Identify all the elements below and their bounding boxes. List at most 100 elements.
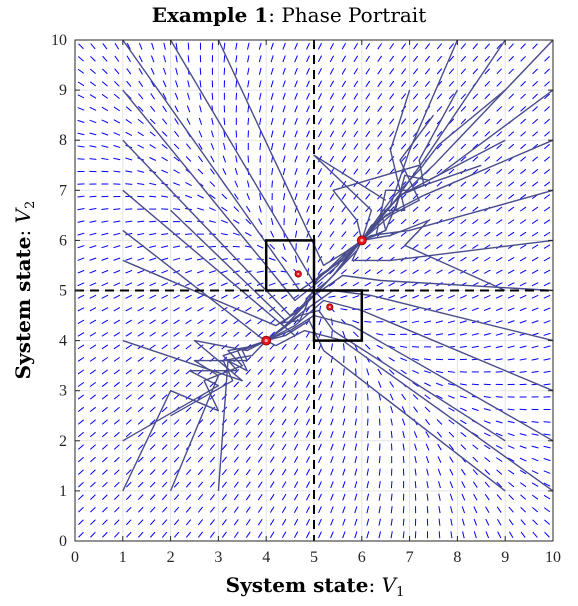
vector-arrow xyxy=(125,220,133,223)
vector-arrow xyxy=(137,257,145,261)
vector-arrow xyxy=(209,307,216,312)
vector-arrow xyxy=(448,294,455,299)
vector-arrow xyxy=(317,230,323,238)
vector-arrow xyxy=(270,80,274,88)
vector-arrow xyxy=(77,145,85,148)
vector-arrow xyxy=(137,356,144,362)
vector-arrow xyxy=(173,531,180,538)
vector-arrow xyxy=(485,518,490,526)
vector-arrow xyxy=(354,531,358,539)
vector-arrow xyxy=(306,105,310,113)
vector-arrow xyxy=(137,469,144,475)
vector-arrow xyxy=(281,443,287,451)
vector-arrow xyxy=(496,168,503,175)
vector-arrow xyxy=(378,518,381,526)
vector-arrow xyxy=(305,368,311,376)
vector-arrow xyxy=(353,80,359,88)
vector-arrow xyxy=(161,419,168,425)
vector-arrow xyxy=(77,207,85,211)
vector-arrow xyxy=(77,107,85,111)
vector-arrow xyxy=(341,130,347,138)
vector-arrow xyxy=(306,92,310,100)
vector-arrow xyxy=(247,67,250,75)
vector-arrow xyxy=(424,118,431,125)
vector-arrow xyxy=(519,320,527,324)
vector-arrow xyxy=(113,245,121,249)
vector-arrow xyxy=(77,444,84,450)
vector-arrow xyxy=(77,257,85,261)
vector-arrow xyxy=(496,494,502,501)
vector-arrow xyxy=(388,193,395,200)
vector-arrow xyxy=(531,244,539,249)
vector-arrow xyxy=(221,456,227,463)
vector-arrow xyxy=(173,481,180,488)
vector-arrow xyxy=(161,143,168,150)
vector-arrow xyxy=(173,257,181,261)
vector-arrow xyxy=(341,93,347,100)
vector-arrow xyxy=(435,370,444,374)
vector-arrow xyxy=(221,519,227,526)
vector-arrow xyxy=(282,105,286,113)
vector-arrow xyxy=(388,307,396,311)
vector-arrow xyxy=(448,193,455,200)
vector-arrow xyxy=(137,269,145,274)
vector-arrow xyxy=(125,406,132,413)
vector-arrow xyxy=(412,269,419,274)
vector-arrow xyxy=(436,294,443,299)
vector-arrow xyxy=(283,205,286,213)
vector-arrow xyxy=(211,117,214,125)
vector-arrow xyxy=(496,118,503,125)
vector-arrow xyxy=(388,244,395,250)
vector-arrow xyxy=(507,256,515,262)
vector-arrow xyxy=(196,207,204,211)
vector-arrow xyxy=(161,356,168,362)
vector-arrow xyxy=(293,418,299,426)
vector-arrow xyxy=(448,444,454,451)
vector-arrow xyxy=(461,518,465,526)
vector-arrow xyxy=(340,281,348,287)
vector-arrow xyxy=(365,155,371,163)
vector-arrow xyxy=(543,358,551,361)
vector-arrow xyxy=(113,257,121,261)
y-axis-label-var: V xyxy=(11,206,35,223)
vector-arrow xyxy=(459,345,467,348)
vector-arrow xyxy=(197,456,204,463)
vector-arrow xyxy=(245,381,251,388)
vector-arrow xyxy=(460,118,467,125)
vector-arrow xyxy=(281,468,287,476)
vector-arrow xyxy=(306,205,310,213)
vector-arrow xyxy=(495,269,503,274)
vector-arrow xyxy=(113,494,120,500)
vector-arrow xyxy=(342,418,346,426)
vector-arrow xyxy=(113,469,120,475)
vector-arrow xyxy=(341,42,347,50)
vector-arrow xyxy=(293,456,299,463)
vector-arrow xyxy=(318,493,322,501)
trajectory-line xyxy=(265,309,506,442)
y-tick-label: 8 xyxy=(59,132,67,149)
vector-arrow xyxy=(436,143,443,150)
vector-arrow xyxy=(447,383,455,386)
vector-arrow xyxy=(293,468,299,476)
vector-arrow xyxy=(544,531,550,538)
vector-arrow xyxy=(485,531,490,539)
x-tick-label: 9 xyxy=(501,549,509,566)
vector-arrow xyxy=(317,205,323,213)
vector-arrow xyxy=(125,506,132,513)
vector-arrow xyxy=(233,494,239,501)
vector-arrow xyxy=(245,531,251,538)
vector-arrow xyxy=(245,456,251,463)
vector-arrow xyxy=(257,519,263,526)
vector-arrow xyxy=(210,130,214,138)
vector-arrow xyxy=(247,42,250,50)
vector-arrow xyxy=(543,494,551,500)
vector-arrow xyxy=(401,118,407,125)
vector-arrow xyxy=(496,219,503,225)
vector-arrow xyxy=(233,331,240,337)
vector-arrow xyxy=(402,456,405,464)
vector-arrow xyxy=(268,282,276,286)
vector-arrow xyxy=(137,444,144,450)
y-tick-label: 2 xyxy=(59,433,67,450)
vector-arrow xyxy=(113,456,120,463)
vector-arrow xyxy=(400,294,408,299)
